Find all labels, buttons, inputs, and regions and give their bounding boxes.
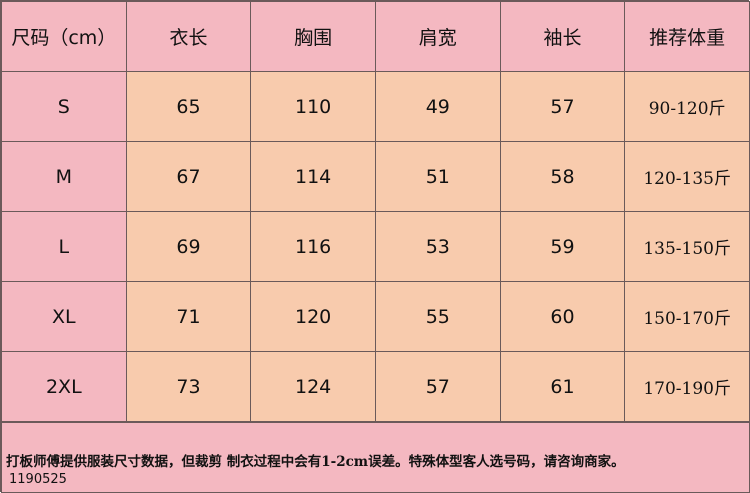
table-cell: 53 xyxy=(374,211,501,282)
table-cell: 120-135斤 xyxy=(624,141,750,212)
table-cell: 60 xyxy=(499,281,626,352)
column-header: 袖长 xyxy=(499,1,626,72)
size-label: L xyxy=(1,211,127,282)
disclaimer-text: 打板师傅提供服装尺寸数据，但裁剪 制衣过程中会有1-2cm误差。特殊体型客人选号… xyxy=(6,454,625,470)
size-table: 尺码（cm） 衣长 胸围 肩宽 袖长 推荐体重 S 65 110 49 57 90-120斤 M 67 11… xyxy=(1,1,750,422)
table-cell: 67 xyxy=(125,141,252,212)
column-header: 肩宽 xyxy=(374,1,501,72)
table-row: XL 71 120 55 60 150-170斤 xyxy=(1,281,750,352)
footer-note: 打板师傅提供服装尺寸数据，但裁剪 制衣过程中会有1-2cm误差。特殊体型客人选号… xyxy=(1,422,750,493)
table-cell: 57 xyxy=(374,351,501,422)
table-row: 2XL 73 124 57 61 170-190斤 xyxy=(1,351,750,422)
size-label: XL xyxy=(1,281,127,352)
table-cell: 49 xyxy=(374,71,501,142)
column-header: 衣长 xyxy=(125,1,252,72)
size-label: M xyxy=(1,141,127,212)
table-cell: 55 xyxy=(374,281,501,352)
header-row: 尺码（cm） 衣长 胸围 肩宽 袖长 推荐体重 xyxy=(1,1,750,72)
column-header: 推荐体重 xyxy=(624,1,750,72)
table-cell: 124 xyxy=(250,351,376,422)
table-row: S 65 110 49 57 90-120斤 xyxy=(1,71,750,142)
table-cell: 116 xyxy=(250,211,376,282)
table-cell: 51 xyxy=(374,141,501,212)
table-cell: 61 xyxy=(499,351,626,422)
table-cell: 120 xyxy=(250,281,376,352)
table-cell: 59 xyxy=(499,211,626,282)
table-row: M 67 114 51 58 120-135斤 xyxy=(1,141,750,212)
table-row: L 69 116 53 59 135-150斤 xyxy=(1,211,750,282)
table-cell: 170-190斤 xyxy=(624,351,750,422)
table-cell: 69 xyxy=(125,211,252,282)
table-cell: 71 xyxy=(125,281,252,352)
size-label: S xyxy=(1,71,127,142)
table-cell: 57 xyxy=(499,71,626,142)
column-header: 胸围 xyxy=(250,1,376,72)
product-code: 1190525 xyxy=(9,472,67,487)
table-cell: 135-150斤 xyxy=(624,211,750,282)
column-header: 尺码（cm） xyxy=(1,1,127,72)
table-cell: 110 xyxy=(250,71,376,142)
table-cell: 114 xyxy=(250,141,376,212)
table-cell: 90-120斤 xyxy=(624,71,750,142)
size-label: 2XL xyxy=(1,351,127,422)
table-cell: 73 xyxy=(125,351,252,422)
table-cell: 150-170斤 xyxy=(624,281,750,352)
table-cell: 58 xyxy=(499,141,626,212)
table-cell: 65 xyxy=(125,71,252,142)
